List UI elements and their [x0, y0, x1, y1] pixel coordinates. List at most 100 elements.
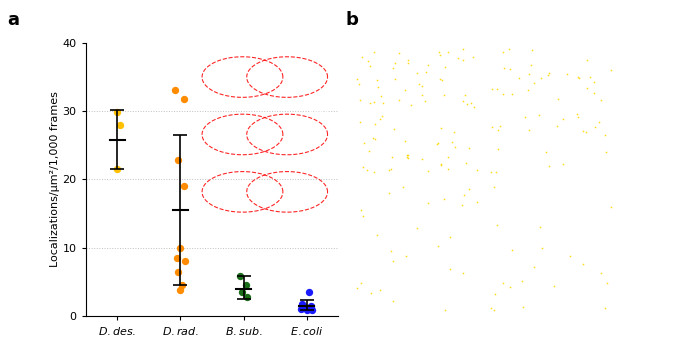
Point: [364, 100, 375, 106]
Point: [434, 49, 445, 55]
Point: [516, 278, 527, 284]
Point: [601, 280, 612, 286]
Point: [558, 162, 569, 167]
Point: [523, 71, 534, 76]
Text: 2 μm: 2 μm: [411, 152, 436, 162]
Point: [461, 160, 472, 166]
Point: [605, 204, 616, 210]
Point: [458, 270, 469, 276]
Point: [390, 76, 401, 82]
Point: [486, 86, 497, 92]
Point: [498, 91, 509, 97]
Point: [553, 96, 564, 102]
Point: [363, 59, 374, 64]
Point: [506, 247, 517, 253]
Point: [178, 96, 189, 102]
Point: [471, 199, 482, 204]
Point: [514, 75, 525, 81]
Point: [366, 290, 377, 296]
Point: [423, 168, 434, 173]
Point: [240, 282, 251, 288]
Point: [434, 52, 445, 58]
Point: [601, 149, 612, 155]
Point: [416, 92, 427, 98]
Point: [489, 184, 500, 190]
Point: [518, 304, 529, 310]
Point: [471, 167, 482, 173]
Point: [369, 169, 379, 175]
Point: [387, 258, 398, 263]
Point: [491, 169, 502, 175]
Point: [529, 264, 540, 270]
Point: [439, 65, 450, 70]
Point: [356, 54, 367, 60]
Point: [173, 157, 184, 163]
Point: [466, 100, 477, 106]
Text: 2: 2: [490, 48, 500, 62]
Point: [354, 81, 365, 87]
Point: [549, 283, 560, 289]
Point: [173, 269, 184, 274]
Point: [486, 305, 497, 310]
Point: [369, 136, 380, 142]
Point: [526, 47, 537, 53]
Point: [421, 70, 432, 75]
Point: [445, 234, 456, 240]
Point: [594, 119, 605, 125]
Point: [573, 114, 584, 120]
Point: [372, 84, 383, 89]
Point: [179, 258, 190, 264]
Point: [571, 111, 582, 117]
Point: [303, 305, 314, 311]
Point: [412, 225, 423, 231]
Point: [401, 253, 412, 258]
Point: [351, 285, 362, 291]
Point: [599, 132, 610, 138]
Point: [439, 196, 450, 201]
Point: [443, 49, 453, 55]
Point: [388, 299, 399, 304]
Point: [390, 60, 401, 65]
Point: [595, 270, 606, 276]
Point: [403, 152, 414, 158]
Point: [544, 163, 555, 169]
Point: [401, 154, 412, 160]
Point: [544, 70, 555, 76]
Point: [582, 57, 593, 62]
Point: [402, 60, 413, 66]
Point: [170, 88, 181, 93]
Point: [369, 50, 379, 55]
Point: [175, 287, 186, 293]
Point: [433, 140, 444, 146]
Point: [179, 183, 190, 189]
Point: [534, 112, 545, 118]
Point: [456, 202, 467, 208]
Point: [112, 166, 123, 172]
Point: [364, 63, 375, 69]
Point: [462, 101, 473, 106]
Point: [453, 55, 464, 61]
Point: [355, 207, 366, 213]
Point: [458, 98, 469, 103]
Point: [354, 97, 365, 103]
Point: [536, 245, 547, 251]
Point: [297, 301, 308, 306]
Point: [588, 90, 599, 95]
Point: [497, 280, 508, 285]
Point: [387, 65, 398, 71]
Point: [401, 152, 412, 158]
Point: [440, 307, 451, 313]
Point: [534, 225, 545, 230]
Point: [177, 282, 188, 288]
Point: [525, 62, 536, 68]
Point: [541, 149, 552, 155]
Point: [464, 186, 475, 191]
Point: [386, 154, 397, 160]
Point: [400, 138, 411, 144]
Point: [432, 244, 443, 249]
Point: [595, 97, 606, 103]
Point: [581, 130, 592, 135]
Point: [458, 192, 469, 198]
Point: [303, 289, 314, 295]
Point: [171, 255, 182, 261]
